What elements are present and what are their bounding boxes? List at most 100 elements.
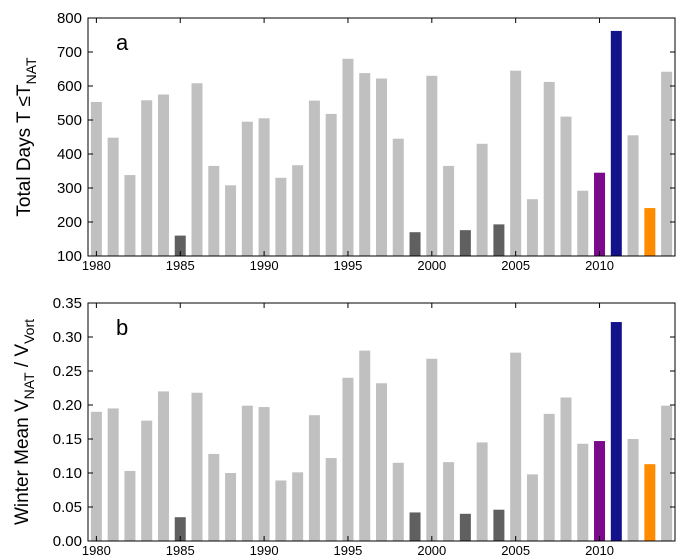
x-tick-label: 1985 <box>166 543 195 558</box>
y-axis-label-part: Winter Mean V <box>12 399 33 525</box>
bar <box>124 175 136 256</box>
y-tick-label: 400 <box>57 146 82 163</box>
x-tick-label: 2005 <box>501 543 530 558</box>
y-axis-label-subscript: NAT <box>21 372 37 399</box>
y-axis-label-part: Total Days T ≤T <box>14 84 35 217</box>
y-tick-label: 0.30 <box>53 329 82 346</box>
x-tick-label: 2010 <box>585 543 614 558</box>
bar <box>627 439 639 541</box>
x-tick-label: 1995 <box>333 258 362 273</box>
bar <box>661 71 673 256</box>
y-tick-label: 0.20 <box>53 397 82 414</box>
bar <box>644 464 656 541</box>
y-tick-label: 800 <box>57 10 82 27</box>
bar <box>577 190 589 256</box>
bar <box>459 513 471 541</box>
bar <box>392 138 404 256</box>
bar <box>359 73 371 256</box>
y-tick-label: 600 <box>57 78 82 95</box>
y-tick-label: 0.00 <box>53 533 82 550</box>
bar <box>661 405 673 541</box>
bar <box>443 462 455 541</box>
x-tick-label: 1980 <box>82 543 111 558</box>
x-tick-label: 1990 <box>250 543 279 558</box>
bar <box>208 165 220 256</box>
bar <box>191 83 203 256</box>
bar <box>594 441 606 541</box>
bar <box>325 458 337 541</box>
bar <box>476 143 488 256</box>
bar <box>157 391 169 541</box>
bar <box>526 474 538 541</box>
bar <box>241 121 253 256</box>
bar <box>275 177 287 256</box>
bar <box>157 94 169 256</box>
bar <box>526 199 538 256</box>
bar <box>560 116 572 256</box>
panel-label: a <box>116 30 129 55</box>
x-tick-label: 1990 <box>250 258 279 273</box>
y-tick-label: 200 <box>57 214 82 231</box>
x-tick-label: 2000 <box>417 258 446 273</box>
bar <box>308 100 320 257</box>
bar <box>258 118 270 256</box>
bar <box>510 70 522 256</box>
bar <box>325 113 337 256</box>
bar <box>107 408 119 541</box>
y-tick-label: 0.25 <box>53 363 82 380</box>
bar <box>376 78 387 257</box>
bar <box>342 377 354 541</box>
y-tick-label: 700 <box>57 44 82 61</box>
bar <box>610 30 622 257</box>
bar <box>510 352 522 541</box>
plot-frame <box>87 17 676 257</box>
y-tick-label: 100 <box>57 248 82 265</box>
bar <box>292 165 304 256</box>
x-tick-label: 1985 <box>166 258 195 273</box>
bar <box>241 405 253 541</box>
bar <box>308 415 320 541</box>
bar <box>208 453 220 541</box>
y-axis-label-subscript: NAT <box>23 57 39 84</box>
bar <box>376 383 387 541</box>
bar <box>90 411 102 541</box>
x-tick-label: 2005 <box>501 258 530 273</box>
bar <box>225 473 237 541</box>
bar <box>141 420 153 541</box>
y-tick-label: 0.15 <box>53 431 82 448</box>
bar <box>342 58 354 256</box>
bar <box>191 392 203 541</box>
bar <box>443 165 455 256</box>
bar <box>577 443 589 541</box>
bar <box>258 407 270 541</box>
bar <box>292 472 304 541</box>
bar <box>627 135 639 256</box>
bar <box>409 232 421 256</box>
y-tick-label: 300 <box>57 180 82 197</box>
y-tick-label: 0.35 <box>53 295 82 312</box>
panel-label: b <box>116 315 128 340</box>
y-axis-label: Total Days T ≤TNAT <box>14 57 39 217</box>
bar <box>141 100 153 256</box>
x-tick-label: 1995 <box>333 543 362 558</box>
y-tick-label: 0.05 <box>53 499 82 516</box>
x-tick-label: 1980 <box>82 258 111 273</box>
bar <box>359 350 371 541</box>
bar <box>174 517 186 541</box>
bar <box>493 509 505 541</box>
y-axis-label-subscript: Vort <box>21 319 37 344</box>
bar <box>90 101 102 256</box>
y-tick-label: 500 <box>57 112 82 129</box>
plot-frame <box>87 302 676 542</box>
bar <box>174 235 186 256</box>
bar <box>610 322 622 541</box>
bar <box>225 185 237 256</box>
bar <box>392 462 404 541</box>
x-tick-label: 2000 <box>417 543 446 558</box>
bar <box>107 137 119 256</box>
bar <box>493 224 505 256</box>
bar <box>644 208 656 256</box>
bar <box>560 397 572 541</box>
bar <box>594 172 606 256</box>
